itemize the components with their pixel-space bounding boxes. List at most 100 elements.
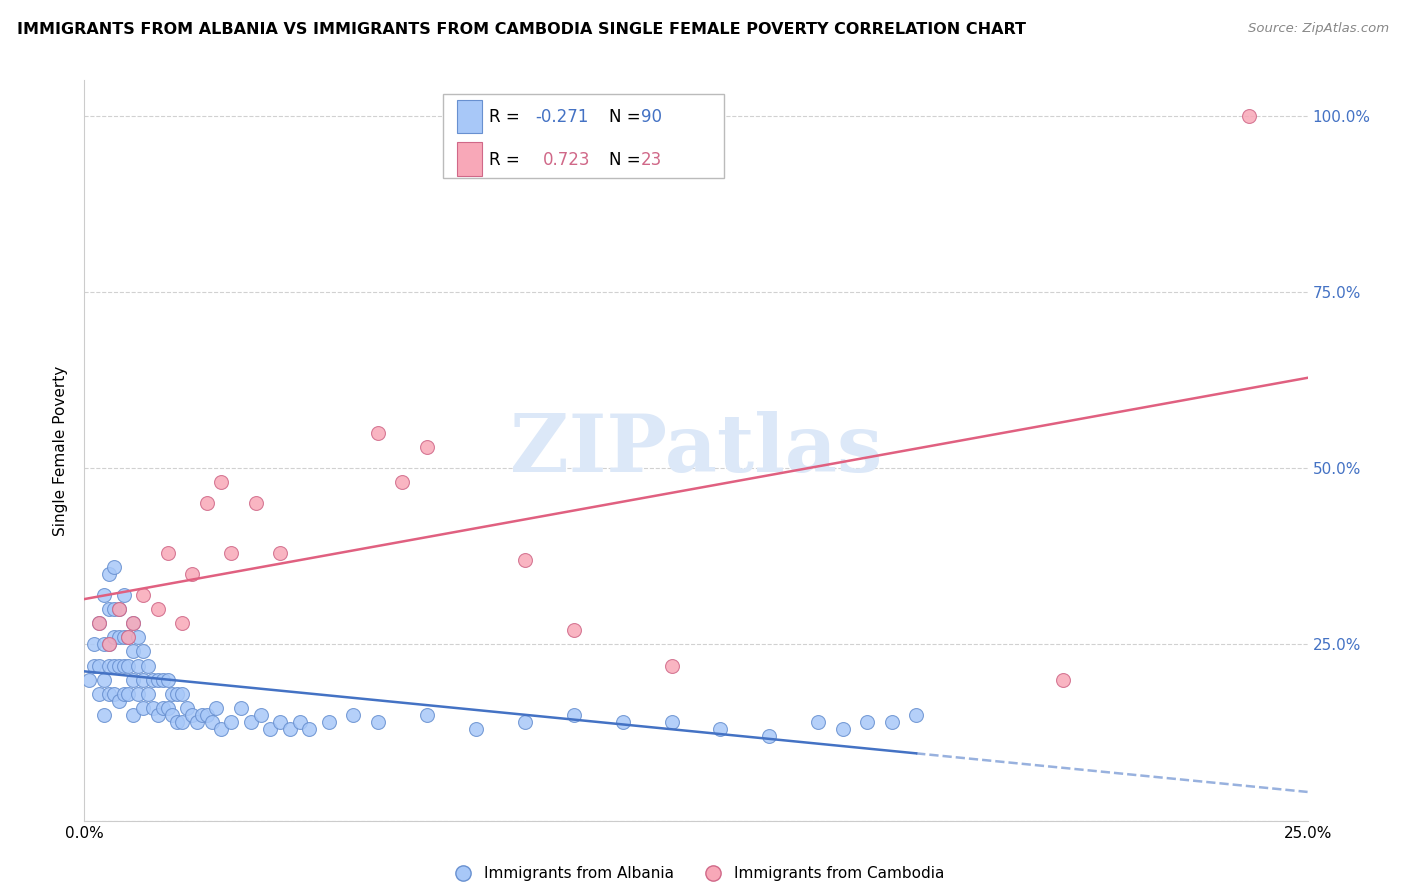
Legend: Immigrants from Albania, Immigrants from Cambodia: Immigrants from Albania, Immigrants from… <box>441 860 950 887</box>
Point <box>83 658 105 673</box>
Point <box>172 687 194 701</box>
Point <box>200 714 222 729</box>
Text: -0.271: -0.271 <box>536 109 589 127</box>
Point <box>132 673 155 687</box>
Point <box>117 630 139 644</box>
Point <box>513 714 536 729</box>
Point <box>831 722 853 736</box>
Point <box>219 546 242 560</box>
Point <box>112 687 135 701</box>
Point <box>93 707 115 722</box>
Point <box>278 722 301 736</box>
Point <box>146 602 169 616</box>
Point <box>416 707 439 722</box>
Point <box>191 707 214 722</box>
Point <box>117 630 139 644</box>
Point <box>367 714 389 729</box>
Point <box>259 722 281 736</box>
Point <box>1052 673 1074 687</box>
Point <box>117 658 139 673</box>
Point <box>97 602 120 616</box>
Point <box>172 616 194 631</box>
Point <box>269 546 291 560</box>
Text: N =: N = <box>609 109 645 127</box>
Point <box>612 714 634 729</box>
Point <box>464 722 486 736</box>
Point <box>562 707 585 722</box>
Point <box>132 588 155 602</box>
Point <box>107 602 129 616</box>
Point <box>112 630 135 644</box>
Point <box>245 496 267 510</box>
Point <box>103 602 125 616</box>
Point <box>107 602 129 616</box>
Point <box>176 701 198 715</box>
Point <box>209 475 232 490</box>
Point <box>127 658 149 673</box>
Point <box>249 707 271 722</box>
Point <box>77 673 100 687</box>
Point <box>107 658 129 673</box>
Point <box>166 687 188 701</box>
Point <box>142 673 165 687</box>
Point <box>146 707 169 722</box>
Point <box>209 722 232 736</box>
Point <box>156 546 179 560</box>
Point <box>269 714 291 729</box>
Point <box>132 644 155 658</box>
Point <box>93 673 115 687</box>
Point <box>127 687 149 701</box>
Point <box>229 701 252 715</box>
Point <box>87 616 110 631</box>
Point <box>122 616 145 631</box>
Text: Source: ZipAtlas.com: Source: ZipAtlas.com <box>1249 22 1389 36</box>
Point <box>122 707 145 722</box>
Point <box>162 687 184 701</box>
Point <box>181 566 204 581</box>
Point <box>97 566 120 581</box>
Y-axis label: Single Female Poverty: Single Female Poverty <box>53 366 69 535</box>
Point <box>856 714 879 729</box>
Point <box>87 687 110 701</box>
Point <box>132 701 155 715</box>
Point <box>342 707 364 722</box>
Point <box>103 559 125 574</box>
Point <box>905 707 928 722</box>
Point <box>156 701 179 715</box>
Text: N =: N = <box>609 151 645 169</box>
Point <box>219 714 242 729</box>
Point <box>97 658 120 673</box>
Point <box>318 714 340 729</box>
Text: 0.723: 0.723 <box>543 151 591 169</box>
Point <box>97 637 120 651</box>
Point <box>391 475 413 490</box>
Point <box>367 425 389 440</box>
Point <box>146 673 169 687</box>
Point <box>127 630 149 644</box>
Point <box>103 687 125 701</box>
Point <box>416 440 439 454</box>
Text: IMMIGRANTS FROM ALBANIA VS IMMIGRANTS FROM CAMBODIA SINGLE FEMALE POVERTY CORREL: IMMIGRANTS FROM ALBANIA VS IMMIGRANTS FR… <box>17 22 1026 37</box>
Point <box>807 714 830 729</box>
Point <box>880 714 903 729</box>
Point <box>136 658 159 673</box>
Point <box>239 714 262 729</box>
Text: ZIPatlas: ZIPatlas <box>510 411 882 490</box>
Point <box>152 701 174 715</box>
Point <box>166 714 188 729</box>
Point <box>172 714 194 729</box>
Point <box>1237 109 1260 123</box>
Point <box>562 624 585 638</box>
Point <box>513 553 536 567</box>
Point <box>107 630 129 644</box>
Point <box>97 687 120 701</box>
Point <box>87 616 110 631</box>
Point <box>93 637 115 651</box>
Point <box>205 701 228 715</box>
Point <box>97 637 120 651</box>
Point <box>195 707 218 722</box>
Point <box>103 658 125 673</box>
Point <box>758 729 780 743</box>
Point <box>142 701 165 715</box>
Point <box>709 722 731 736</box>
